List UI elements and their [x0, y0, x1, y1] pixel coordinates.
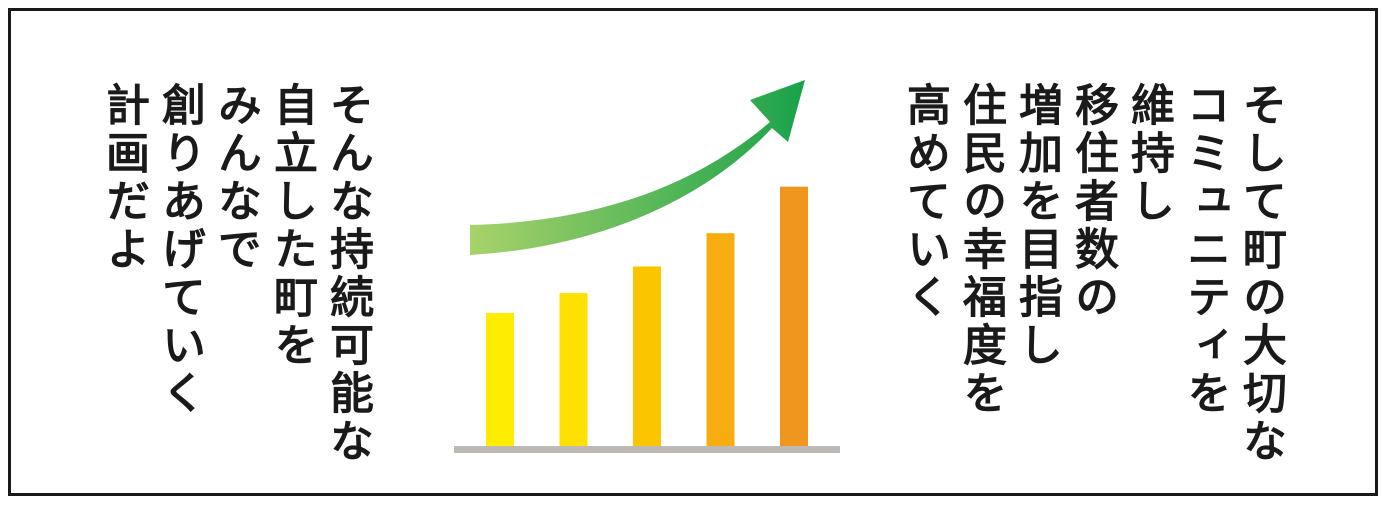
right-text-line-2: コミュニティを — [1179, 82, 1230, 418]
chart-bar — [633, 266, 661, 446]
right-text-line-6: 住民の幸福度を — [955, 82, 1006, 418]
growth-illustration — [454, 80, 840, 453]
chart-bar — [706, 233, 735, 446]
left-text-line-4: 創りあげていく — [154, 82, 205, 418]
chart-bar — [780, 186, 808, 446]
right-text-line-5: 増加を目指し — [1011, 82, 1062, 370]
chart-bar — [559, 293, 588, 446]
chart-bar — [486, 313, 514, 446]
panel-frame — [8, 8, 1378, 496]
left-text-line-1: そんな持続可能な — [322, 82, 373, 466]
chart-baseline — [454, 446, 840, 453]
right-text-line-7: 高めていく — [899, 82, 950, 322]
left-text-line-3: みんなで — [210, 82, 261, 274]
left-text-line-5: 計画だよ — [98, 82, 149, 274]
left-text-line-2: 自立した町を — [266, 82, 317, 370]
right-text-line-3: 維持し — [1123, 82, 1174, 226]
growth-arrow-icon — [470, 80, 805, 255]
right-text-line-1: そして町の大切な — [1235, 82, 1286, 466]
right-text-line-4: 移住者数の — [1067, 82, 1118, 322]
